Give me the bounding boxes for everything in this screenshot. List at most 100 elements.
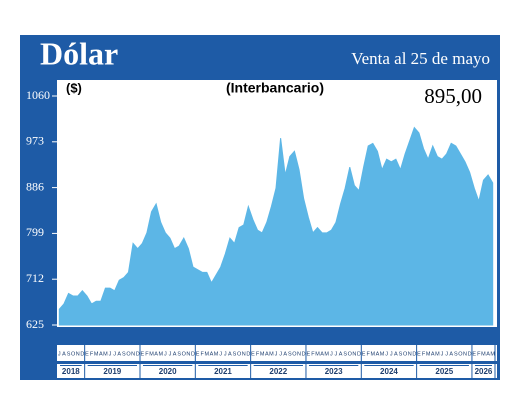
year-label: 2023 [325, 367, 343, 376]
x-tick-label: S [122, 351, 126, 357]
year-label: 2026 [475, 367, 493, 376]
x-tick-label: N [76, 351, 80, 357]
y-tick-label: 625 [26, 317, 44, 331]
x-tick-label: A [339, 351, 343, 357]
x-tick-label: S [288, 351, 292, 357]
x-tick-label: M [435, 351, 440, 357]
month-row [57, 345, 497, 361]
x-tick-label: E [196, 351, 200, 357]
x-tick-label: A [265, 351, 269, 357]
year-label: 2020 [159, 367, 177, 376]
year-label: 2018 [62, 367, 80, 376]
x-tick-label: D [136, 351, 140, 357]
x-tick-label: D [246, 351, 250, 357]
x-tick-label: M [426, 351, 431, 357]
x-tick-label: D [412, 351, 416, 357]
x-tick-label: M [269, 351, 274, 357]
x-tick-label: A [283, 351, 287, 357]
x-tick-label: M [380, 351, 385, 357]
year-label: 2024 [380, 367, 398, 376]
x-tick-label: E [362, 351, 366, 357]
x-tick-label: J [169, 351, 172, 357]
x-tick-label: J [390, 351, 393, 357]
x-tick-label: D [468, 351, 472, 357]
x-tick-label: A [210, 351, 214, 357]
x-tick-label: M [315, 351, 320, 357]
x-tick-label: O [71, 351, 76, 357]
x-tick-label: J [279, 351, 282, 357]
x-tick-label: E [417, 351, 421, 357]
x-tick-label: O [237, 351, 242, 357]
x-tick-label: M [214, 351, 219, 357]
x-tick-label: S [454, 351, 458, 357]
x-tick-label: O [458, 351, 463, 357]
x-tick-label: E [140, 351, 144, 357]
x-tick-label: F [422, 351, 426, 357]
x-tick-label: A [431, 351, 435, 357]
area [58, 126, 494, 326]
x-tick-label: N [408, 351, 412, 357]
x-tick-label: A [173, 351, 177, 357]
x-tick-label: S [233, 351, 237, 357]
x-tick-label: N [297, 351, 301, 357]
x-tick-label: S [67, 351, 71, 357]
y-tick-label: 799 [26, 225, 44, 239]
chart-title: Dólar [40, 35, 118, 71]
x-tick-label: A [62, 351, 66, 357]
x-tick-label: J [113, 351, 116, 357]
x-tick-label: O [348, 351, 353, 357]
x-tick-label: M [260, 351, 265, 357]
x-tick-label: M [103, 351, 108, 357]
x-tick-label: M [481, 351, 486, 357]
chart-subtitle: Venta al 25 de mayo [351, 49, 490, 68]
x-tick-label: N [352, 351, 356, 357]
x-tick-label: A [376, 351, 380, 357]
x-tick-label: A [394, 351, 398, 357]
x-tick-label: E [472, 351, 476, 357]
x-tick-label: A [154, 351, 158, 357]
x-tick-label: A [449, 351, 453, 357]
x-tick-label: J [445, 351, 448, 357]
last-value: 895,00 [424, 84, 482, 108]
x-tick-label: E [85, 351, 89, 357]
x-tick-label: N [242, 351, 246, 357]
x-tick-label: A [320, 351, 324, 357]
x-tick-label: D [357, 351, 361, 357]
y-tick-label: 1060 [26, 88, 50, 102]
x-tick-label: D [80, 351, 84, 357]
y-tick-label: 973 [26, 134, 44, 148]
x-tick-label: F [311, 351, 315, 357]
x-tick-label: J [275, 351, 278, 357]
x-tick-label: O [126, 351, 131, 357]
x-tick-label: J [335, 351, 338, 357]
x-tick-label: S [399, 351, 403, 357]
x-tick-label: J [441, 351, 444, 357]
x-tick-label: F [256, 351, 260, 357]
x-tick-label: N [186, 351, 190, 357]
x-tick-label: M [324, 351, 329, 357]
x-tick-label: M [205, 351, 210, 357]
annotation: (Interbancario) [226, 80, 324, 96]
x-tick-label: A [228, 351, 232, 357]
year-label: 2019 [103, 367, 121, 376]
x-tick-label: J [219, 351, 222, 357]
x-tick-label: F [201, 351, 205, 357]
x-tick-label: E [306, 351, 310, 357]
x-tick-label: A [486, 351, 490, 357]
x-tick-label: M [149, 351, 154, 357]
year-label: 2021 [214, 367, 232, 376]
x-tick-label: M [158, 351, 163, 357]
x-tick-label: F [477, 351, 481, 357]
x-tick-label: O [292, 351, 297, 357]
x-tick-label: M [490, 351, 495, 357]
x-tick-label: J [109, 351, 112, 357]
unit-label: ($) [66, 80, 82, 95]
year-label: 2022 [269, 367, 287, 376]
x-tick-label: E [251, 351, 255, 357]
x-tick-label: N [131, 351, 135, 357]
x-tick-label: S [177, 351, 181, 357]
year-row [57, 364, 497, 378]
y-tick-label: 886 [26, 179, 44, 193]
x-tick-label: M [94, 351, 99, 357]
